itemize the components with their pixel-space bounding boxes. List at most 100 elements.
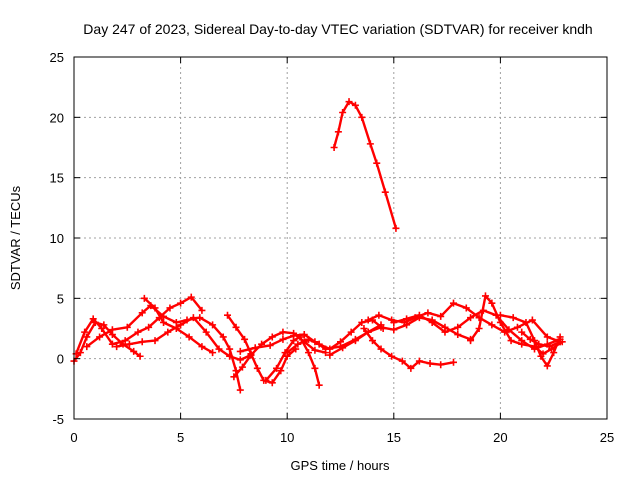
data-point-plus-marker xyxy=(83,343,91,351)
axis-ticks: 0 5 10 15 20 25 -5 0 5 10 15 20 25 xyxy=(50,50,615,445)
data-point-plus-marker xyxy=(550,349,558,357)
data-point-plus-marker xyxy=(488,321,496,329)
data-point-plus-marker xyxy=(215,345,223,353)
data-point-plus-marker xyxy=(138,338,146,346)
y-tick-label: 0 xyxy=(57,352,64,367)
data-point-plus-marker xyxy=(467,337,475,345)
data-point-plus-marker xyxy=(543,362,551,370)
data-point-plus-marker xyxy=(311,346,319,354)
data-point-plus-marker xyxy=(351,101,359,109)
data-point-plus-marker xyxy=(209,321,217,329)
data-point-plus-marker xyxy=(377,323,385,331)
data-point-plus-marker xyxy=(351,337,359,345)
x-tick-label: 15 xyxy=(387,430,401,445)
data-point-plus-marker xyxy=(98,325,106,332)
series-line xyxy=(392,309,562,351)
data-point-plus-marker xyxy=(268,379,276,387)
data-point-plus-marker xyxy=(177,321,185,329)
data-point-plus-marker xyxy=(388,352,396,360)
data-point-plus-marker xyxy=(358,318,366,326)
data-point-plus-marker xyxy=(108,326,116,334)
data-point-plus-marker xyxy=(294,340,302,348)
series-sat-04 xyxy=(113,314,255,364)
data-point-plus-marker xyxy=(311,364,319,372)
y-axis-label: SDTVAR / TECUs xyxy=(8,185,23,290)
data-point-plus-marker xyxy=(305,349,313,357)
data-point-plus-marker xyxy=(339,109,347,117)
data-point-plus-marker xyxy=(202,328,210,336)
data-point-plus-marker xyxy=(381,188,389,196)
data-point-plus-marker xyxy=(518,328,526,336)
data-point-plus-marker xyxy=(226,345,234,353)
data-point-plus-marker xyxy=(166,304,174,312)
data-point-plus-marker xyxy=(189,314,197,322)
data-point-plus-marker xyxy=(535,340,543,348)
data-point-plus-marker xyxy=(236,386,244,394)
data-point-plus-marker xyxy=(339,344,347,352)
data-point-plus-marker xyxy=(454,323,462,331)
series-line xyxy=(232,330,327,378)
data-point-plus-marker xyxy=(392,224,400,232)
data-point-plus-marker xyxy=(96,333,104,341)
data-point-plus-marker xyxy=(253,364,261,372)
data-point-plus-marker xyxy=(76,349,84,357)
data-point-plus-marker xyxy=(151,304,159,312)
data-point-plus-marker xyxy=(224,311,232,319)
x-tick-label: 5 xyxy=(177,430,184,445)
data-point-plus-marker xyxy=(496,311,504,319)
chart-title: Day 247 of 2023, Sidereal Day-to-day VTE… xyxy=(83,21,592,37)
data-point-plus-marker xyxy=(172,318,180,326)
data-point-plus-marker xyxy=(230,373,238,381)
data-point-plus-marker xyxy=(543,333,551,341)
data-point-plus-marker xyxy=(368,337,376,345)
data-point-plus-marker xyxy=(449,358,457,366)
data-point-plus-marker xyxy=(198,343,206,351)
data-point-plus-marker xyxy=(89,315,97,323)
data-point-plus-marker xyxy=(125,340,133,348)
series-sat-16 xyxy=(467,292,566,358)
y-tick-label: 5 xyxy=(57,291,64,306)
data-point-plus-marker xyxy=(496,318,504,326)
series-line xyxy=(328,316,472,357)
data-point-plus-marker xyxy=(518,340,526,348)
data-point-plus-marker xyxy=(232,323,240,331)
data-point-plus-marker xyxy=(428,318,436,326)
data-point-plus-marker xyxy=(505,326,513,334)
data-point-plus-marker xyxy=(236,356,244,364)
series-line xyxy=(469,294,564,355)
y-tick-label: 25 xyxy=(50,50,64,65)
data-point-plus-marker xyxy=(437,312,445,320)
data-point-plus-marker xyxy=(151,337,159,345)
data-point-plus-marker xyxy=(160,318,168,326)
data-point-plus-marker xyxy=(219,333,227,341)
data-point-plus-marker xyxy=(407,364,415,372)
data-point-plus-marker xyxy=(123,323,131,331)
data-point-plus-marker xyxy=(177,299,185,307)
series-sat-10 xyxy=(283,316,387,357)
series-sat-08 xyxy=(236,321,385,355)
data-point-plus-marker xyxy=(522,318,530,326)
series-line xyxy=(362,327,455,370)
data-point-plus-marker xyxy=(424,309,432,317)
data-point-plus-marker xyxy=(330,144,338,151)
data-point-plus-marker xyxy=(390,326,398,334)
data-point-plus-marker xyxy=(172,325,180,332)
series-sat-05 xyxy=(140,294,217,357)
data-point-plus-marker xyxy=(426,359,434,367)
data-point-plus-marker xyxy=(273,364,281,372)
data-point-plus-marker xyxy=(377,345,385,353)
data-point-plus-marker xyxy=(138,309,146,317)
data-point-plus-marker xyxy=(358,113,366,121)
data-point-plus-marker xyxy=(241,335,249,343)
data-point-plus-marker xyxy=(268,333,276,341)
data-point-plus-marker xyxy=(108,340,116,348)
data-point-plus-marker xyxy=(164,328,172,336)
data-point-plus-marker xyxy=(196,314,204,322)
data-point-plus-marker xyxy=(528,316,536,324)
series-sat-02 xyxy=(72,293,206,358)
data-point-plus-marker xyxy=(526,335,534,343)
data-point-plus-marker xyxy=(415,311,423,319)
data-point-plus-marker xyxy=(509,314,517,322)
data-point-plus-marker xyxy=(251,344,259,352)
data-point-plus-marker xyxy=(187,293,195,301)
